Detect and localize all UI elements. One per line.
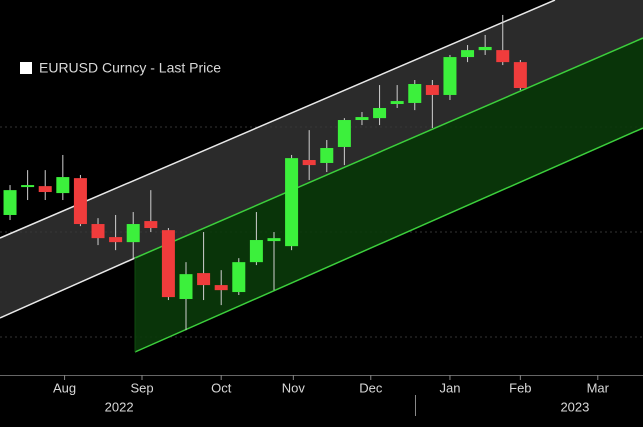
x-tick-label: Sep bbox=[130, 380, 153, 395]
channel-line bbox=[0, 257, 136, 319]
candle-body bbox=[496, 50, 510, 63]
candle-body bbox=[285, 158, 299, 247]
candle-body bbox=[390, 101, 404, 105]
candle-body bbox=[214, 285, 228, 291]
candle-body bbox=[179, 274, 193, 299]
candle-body bbox=[443, 57, 457, 95]
x-tick-label: Mar bbox=[587, 380, 610, 395]
candle-body bbox=[56, 177, 70, 194]
channel-line bbox=[134, 37, 643, 259]
channel-line bbox=[134, 127, 643, 353]
x-tick-label: Dec bbox=[359, 380, 383, 395]
x-tick-label: Jan bbox=[439, 380, 460, 395]
candle-body bbox=[302, 160, 316, 166]
x-tick-label: Feb bbox=[509, 380, 531, 395]
candle-body bbox=[408, 84, 422, 103]
channel-line bbox=[0, 0, 556, 239]
legend-swatch bbox=[20, 62, 32, 74]
candle-body bbox=[197, 273, 211, 286]
candle-body bbox=[109, 237, 123, 243]
candle-body bbox=[144, 221, 158, 229]
x-axis-labels: Aug Sep Oct Nov Dec Jan Feb Mar 2022 2023 bbox=[53, 375, 610, 414]
candle-body bbox=[337, 120, 351, 147]
candle-body bbox=[161, 230, 175, 298]
candle-body bbox=[38, 186, 52, 193]
candle-body bbox=[73, 178, 87, 225]
candle-body bbox=[3, 190, 17, 215]
candle-body bbox=[126, 224, 140, 243]
candle-body bbox=[21, 185, 35, 188]
year-label: 2023 bbox=[560, 399, 589, 414]
candles bbox=[3, 14, 527, 331]
x-tick-label: Aug bbox=[53, 380, 76, 395]
candle-body bbox=[513, 62, 527, 89]
candle-body bbox=[320, 148, 334, 163]
candle-body bbox=[267, 238, 281, 242]
year-label: 2022 bbox=[105, 399, 134, 414]
legend bbox=[12, 52, 246, 85]
x-tick-label: Oct bbox=[211, 380, 232, 395]
candle-body bbox=[461, 50, 475, 58]
legend-label: EURUSD Curncy - Last Price bbox=[39, 60, 221, 76]
candle-body bbox=[91, 224, 105, 239]
candle-body bbox=[232, 262, 246, 293]
candle-body bbox=[425, 85, 439, 95]
x-tick-label: Nov bbox=[282, 380, 306, 395]
channel-band-green bbox=[135, 38, 643, 352]
candle-body bbox=[373, 108, 387, 119]
candle-body bbox=[478, 46, 492, 51]
candle-body bbox=[355, 117, 369, 121]
candle-body bbox=[249, 240, 263, 263]
